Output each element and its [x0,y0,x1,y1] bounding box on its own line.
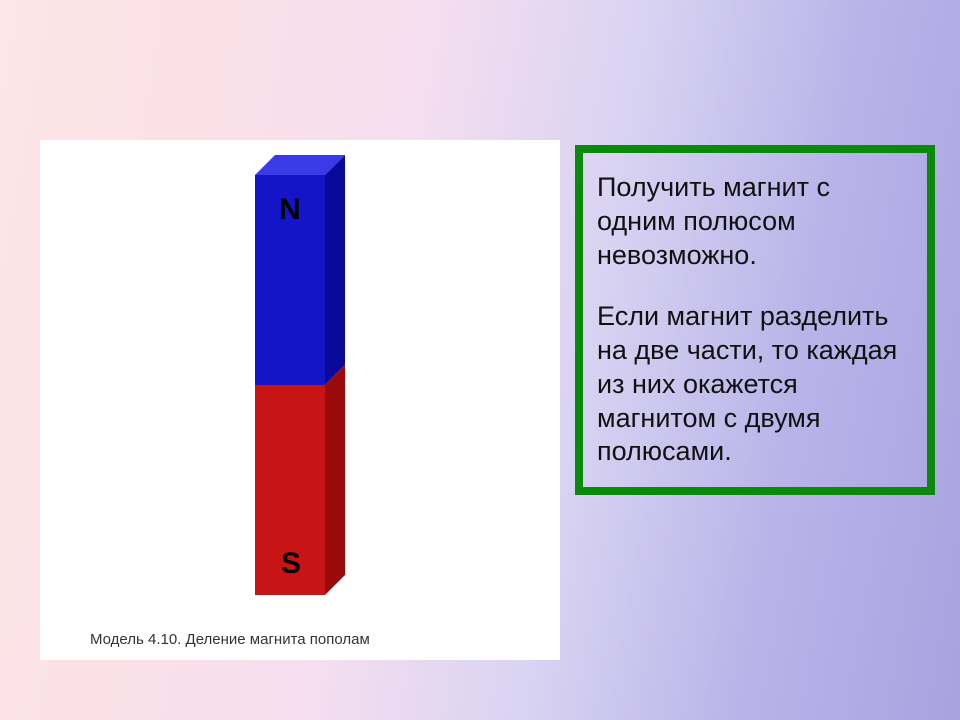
bar-magnet: N S [255,155,345,595]
figure-panel: N S Модель 4.10. Деление магнита пополам [40,140,560,660]
explanation-paragraph-1: Получить магнит с одним полюсом невозмож… [597,171,915,272]
north-pole-letter: N [279,193,301,227]
explanation-box: Получить магнит с одним полюсом невозмож… [575,145,935,495]
magnet-south-side [325,365,345,595]
explanation-paragraph-2: Если магнит разделить на две части, то к… [597,300,915,469]
magnet-north-side [325,155,345,385]
figure-caption: Модель 4.10. Деление магнита пополам [90,631,370,648]
south-pole-letter: S [281,547,301,581]
